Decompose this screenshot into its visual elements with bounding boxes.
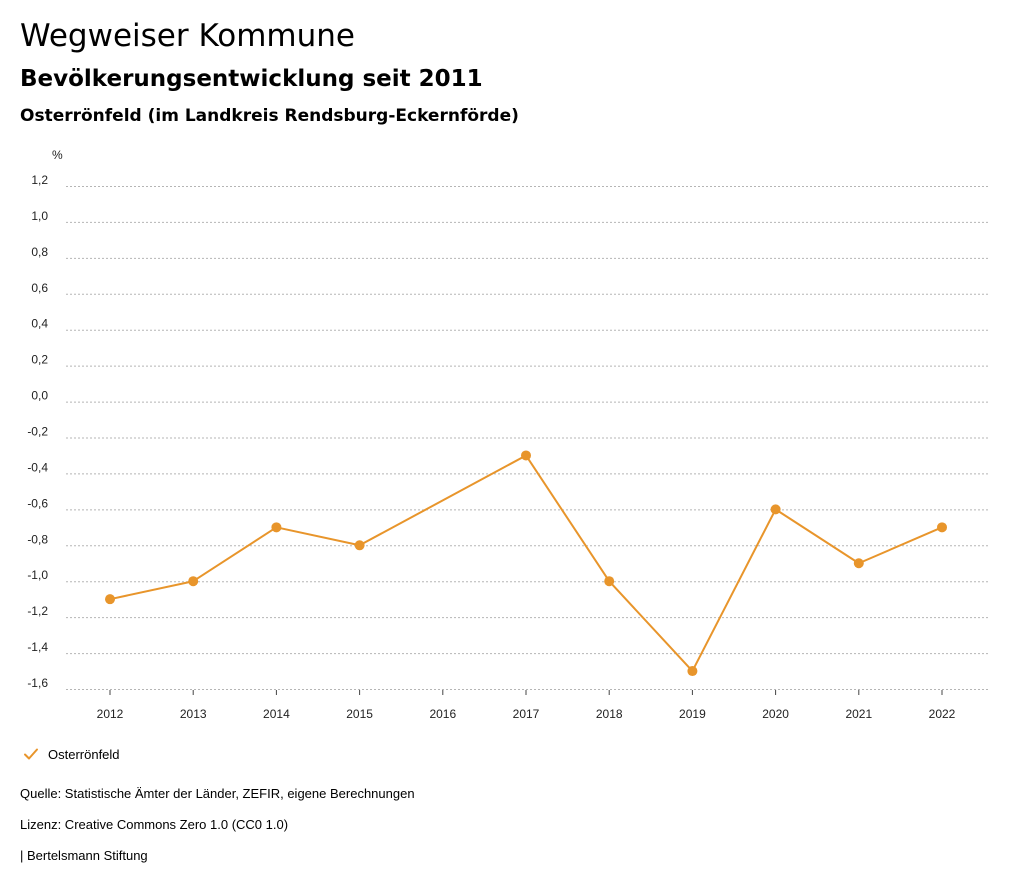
x-tick-label: 2015 <box>346 707 373 721</box>
y-tick-label: -1,0 <box>27 568 48 582</box>
data-point[interactable] <box>604 576 615 587</box>
data-point[interactable] <box>521 450 531 461</box>
x-tick-label: 2022 <box>929 707 956 721</box>
y-tick-label: -0,2 <box>27 425 48 439</box>
series-layer <box>105 450 947 677</box>
x-tick-label: 2019 <box>679 707 706 721</box>
y-tick-label: 1,2 <box>31 173 48 187</box>
y-tick-label: -1,2 <box>27 604 48 618</box>
y-tick-label: 0,4 <box>31 317 48 331</box>
grid-lines <box>66 186 990 690</box>
x-tick-label: 2014 <box>263 707 290 721</box>
x-tick-label: 2018 <box>596 707 623 721</box>
y-axis-ticks: 1,2 1,0 0,8 0,6 0,4 0,2 0,0 -0,2 -0,4 -0,6 -0,8 -1,… <box>27 173 48 690</box>
x-tick-label: 2017 <box>513 707 540 721</box>
y-tick-label: -1,6 <box>27 676 48 690</box>
y-tick-label: -0,6 <box>27 496 48 510</box>
publisher-note: | Bertelsmann Stiftung <box>20 848 148 863</box>
region-label: Osterrönfeld (im Landkreis Rendsburg-Eck… <box>20 106 519 126</box>
y-tick-label: 1,0 <box>31 209 48 223</box>
data-point[interactable] <box>188 576 199 587</box>
data-point[interactable] <box>354 540 365 551</box>
source-note: Quelle: Statistische Ämter der Länder, Z… <box>20 786 415 801</box>
data-point[interactable] <box>271 522 282 533</box>
chart-subtitle: Bevölkerungsentwicklung seit 2011 <box>20 66 483 92</box>
data-point[interactable] <box>853 558 864 569</box>
data-point[interactable] <box>937 522 947 533</box>
x-axis-ticks: 2012 2013 2014 2015 2016 2017 2018 2019 2020 2021… <box>97 690 956 721</box>
x-tick-label: 2020 <box>762 707 789 721</box>
y-tick-label: -1,4 <box>27 640 48 654</box>
data-point[interactable] <box>105 594 115 605</box>
line-chart: % 1,2 1,0 0,8 0,6 0,4 0,2 0,0 -0,2 -0,4 -0,6 -0,8 -… <box>27 148 990 721</box>
y-tick-label: 0,6 <box>31 281 48 295</box>
y-tick-label: 0,0 <box>31 389 48 403</box>
y-tick-label: -0,4 <box>27 460 48 474</box>
data-point[interactable] <box>687 666 698 677</box>
license-note: Lizenz: Creative Commons Zero 1.0 (CC0 1… <box>20 817 289 832</box>
legend[interactable]: Osterrönfeld <box>22 744 120 764</box>
x-tick-label: 2013 <box>180 707 207 721</box>
check-icon <box>24 748 38 760</box>
data-point[interactable] <box>770 504 781 515</box>
y-tick-label: -0,8 <box>27 532 48 546</box>
x-tick-label: 2016 <box>429 707 456 721</box>
y-axis-unit-label: % <box>52 148 63 162</box>
series-line <box>109 454 943 673</box>
x-tick-label: 2012 <box>97 707 124 721</box>
x-tick-label: 2021 <box>845 707 872 721</box>
legend-item-label: Osterrönfeld <box>48 746 120 762</box>
y-tick-label: 0,2 <box>31 353 48 367</box>
page-title: Wegweiser Kommune <box>20 18 355 54</box>
y-tick-label: 0,8 <box>31 245 48 259</box>
